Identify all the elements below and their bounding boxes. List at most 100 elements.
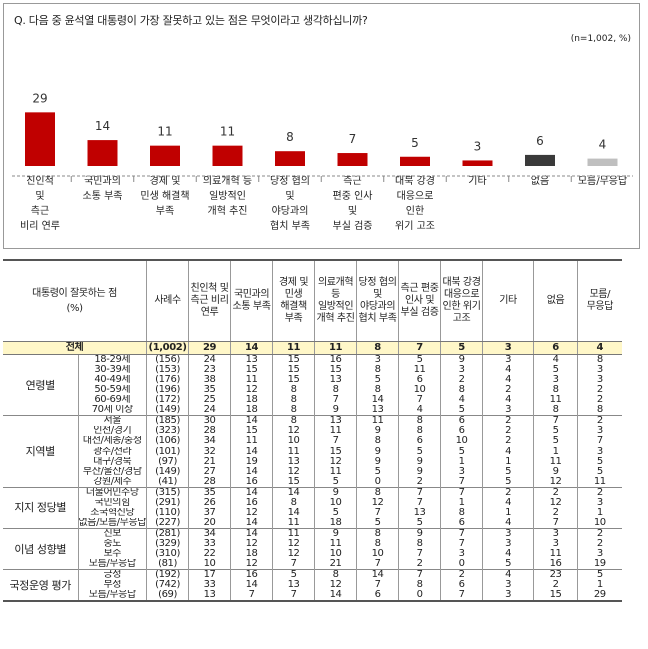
cell: 8 — [272, 415, 315, 427]
cell: 12 — [272, 549, 315, 560]
header-col-3: 의료개혁 등 일방적인 개혁 추진 — [314, 260, 357, 342]
sample-size: (149) — [146, 405, 189, 416]
cell: 18 — [230, 395, 273, 406]
table-row: 모름/무응답 (81) 10 12 7 21 7 2 0 5 16 19 — [3, 559, 622, 570]
cell: 13 — [314, 375, 357, 386]
cell: 8 — [440, 385, 483, 396]
cell: 0 — [440, 559, 483, 570]
cell: 13 — [188, 590, 231, 602]
cell: 5 — [482, 466, 534, 477]
cell: 24 — [188, 354, 231, 365]
table-row: 없음/모름/무응답 (227) 20 14 11 18 5 5 6 4 7 10 — [3, 518, 622, 529]
cell: 23 — [188, 365, 231, 376]
cell: 6 — [356, 590, 399, 602]
cell: 8 — [440, 507, 483, 519]
cell: 7 — [398, 497, 441, 508]
cell: 15 — [230, 426, 273, 437]
cell: 4 — [482, 365, 534, 376]
cell: 2 — [577, 415, 622, 427]
cell: 8 — [356, 528, 399, 540]
cell: 2 — [482, 436, 534, 447]
header-label-unit: (%) — [66, 303, 83, 314]
group-label: 이념 성향별 — [3, 528, 78, 570]
cell: 1 — [533, 446, 578, 457]
cell: 12 — [230, 507, 273, 519]
bar-0 — [25, 112, 55, 166]
cell: 16 — [230, 569, 273, 581]
header-col-1: 국민과의 소통 부족 — [230, 260, 273, 342]
cell: 12 — [230, 539, 273, 550]
cell: 7 — [398, 395, 441, 406]
cell: 3 — [482, 590, 534, 602]
cell: 2 — [482, 385, 534, 396]
cell: 11 — [314, 466, 357, 477]
cell: 3 — [440, 549, 483, 560]
cell: 1 — [577, 507, 622, 519]
row-label: 보수 — [77, 549, 147, 560]
cell: 12 — [314, 456, 357, 467]
cell: 13 — [272, 580, 315, 591]
cell: 2 — [482, 426, 534, 437]
cell: 9 — [533, 466, 578, 477]
table-row: 조국혁신당 (110) 37 12 14 5 7 13 8 1 2 1 — [3, 507, 622, 519]
table-row: 이념 성향별 진보 (281) 34 14 11 9 8 9 7 3 3 2 — [3, 528, 622, 570]
cell: 14 — [356, 395, 399, 406]
header-col-8: 없음 — [533, 260, 578, 342]
cell: 4 — [482, 569, 534, 581]
cell: 1 — [440, 456, 483, 467]
cell: 18 — [230, 549, 273, 560]
table-row: 국정운영 평가 긍정 (192) 17 16 5 8 14 7 2 4 23 5 — [3, 569, 622, 602]
header-sample: 사례수 — [146, 260, 189, 342]
cell: 14 — [356, 569, 399, 581]
cell: 28 — [188, 426, 231, 437]
cell: 3 — [533, 539, 578, 550]
cell: 19 — [577, 559, 622, 570]
cell: 8 — [314, 569, 357, 581]
cell: 16 — [230, 497, 273, 508]
cell: 5 — [356, 466, 399, 477]
table-row-total: 전체 (1,002) 29 14 11 11 8 7 5 3 6 4 — [3, 341, 622, 355]
cell: 20 — [188, 518, 231, 529]
cell: 7 — [398, 341, 441, 355]
cell: 16 — [533, 559, 578, 570]
cell: 7 — [356, 559, 399, 570]
cell: 15 — [272, 354, 315, 365]
data-label-9: 4 — [599, 138, 607, 152]
cell: 14 — [230, 580, 273, 591]
header-label: 대통령이 잘못하는 점 (%) — [3, 260, 147, 342]
cell: 4 — [533, 354, 578, 365]
row-label: 부정 — [77, 580, 147, 591]
cell: 1 — [440, 497, 483, 508]
bar-3 — [212, 145, 243, 166]
data-label-4: 8 — [286, 130, 294, 144]
cell: 38 — [188, 375, 231, 386]
table-header-row: 대통령이 잘못하는 점 (%) 사례수 친인척 및 측근 비리 연루 국민과의 … — [3, 260, 622, 342]
row-label: 광주/전라 — [77, 446, 147, 457]
sample-size: (196) — [146, 385, 189, 396]
row-label: 모름/무응답 — [77, 590, 147, 602]
cell: 12 — [356, 497, 399, 508]
row-label: 강원/제주 — [77, 476, 147, 488]
bar-2 — [150, 145, 180, 166]
cell: 4 — [482, 549, 534, 560]
cell: 15 — [314, 365, 357, 376]
sample-size: (323) — [146, 426, 189, 437]
cell: 7 — [314, 436, 357, 447]
cell: 15 — [314, 446, 357, 457]
row-label: 조국혁신당 — [77, 507, 147, 519]
cell: 2 — [398, 476, 441, 488]
category-label-3: 의료개혁 등 일방적인 개혁 추진 — [203, 175, 252, 217]
cell: 14 — [230, 341, 273, 355]
cell: 11 — [230, 436, 273, 447]
header-col-2: 경제 및 민생 해결책 부족 — [272, 260, 315, 342]
cell: 0 — [398, 590, 441, 602]
cell: 10 — [577, 518, 622, 529]
cell: 2 — [533, 486, 578, 498]
cell: 4 — [482, 395, 534, 406]
cell: 3 — [577, 446, 622, 457]
cell: 15 — [230, 365, 273, 376]
cell: 2 — [533, 507, 578, 519]
row-label: 모름/무응답 — [77, 559, 147, 570]
cell: 14 — [230, 528, 273, 540]
data-label-0: 29 — [32, 91, 47, 105]
